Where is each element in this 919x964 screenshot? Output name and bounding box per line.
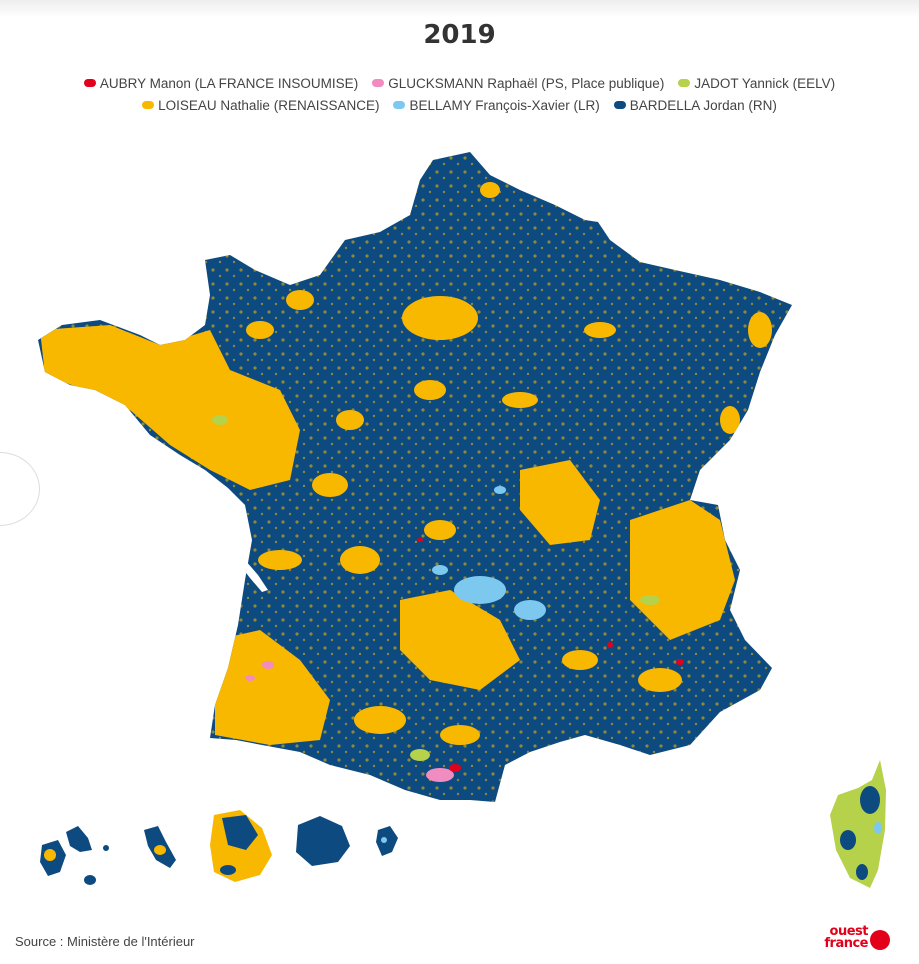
- france-map[interactable]: [0, 140, 919, 900]
- mayotte[interactable]: [376, 826, 398, 856]
- map-title: 2019: [423, 20, 496, 50]
- logo-mark-icon: [870, 930, 890, 950]
- legend-label-jadot: JADOT Yannick (EELV): [694, 75, 836, 91]
- legend-label-loiseau: LOISEAU Nathalie (RENAISSANCE): [158, 97, 380, 113]
- legend-label-glucksmann: GLUCKSMANN Raphaël (PS, Place publique): [388, 75, 665, 91]
- legend-swatch-aubry: [83, 79, 96, 87]
- legend-item-bardella[interactable]: BARDELLA Jordan (RN): [613, 97, 777, 113]
- legend-swatch-bardella: [613, 101, 626, 109]
- legend-item-bellamy[interactable]: BELLAMY François-Xavier (LR): [393, 97, 600, 113]
- logo-text: ouest france: [824, 924, 868, 951]
- legend-swatch-loiseau: [142, 101, 155, 109]
- legend-row-2: LOISEAU Nathalie (RENAISSANCE) BELLAMY F…: [0, 94, 919, 116]
- legend-item-loiseau[interactable]: LOISEAU Nathalie (RENAISSANCE): [142, 98, 379, 113]
- ouest-france-logo[interactable]: ouest france: [818, 924, 898, 956]
- legend-label-bardella: BARDELLA Jordan (RN): [629, 97, 777, 113]
- legend-item-jadot[interactable]: JADOT Yannick (EELV): [678, 76, 835, 91]
- legend-label-aubry: AUBRY Manon (LA FRANCE INSOUMISE): [99, 75, 359, 91]
- legend-swatch-bellamy: [393, 101, 406, 109]
- legend-swatch-glucksmann: [372, 79, 385, 87]
- legend: AUBRY Manon (LA FRANCE INSOUMISE) GLUCKS…: [0, 72, 919, 116]
- results-overlay: [38, 152, 792, 802]
- legend-swatch-jadot: [678, 79, 691, 87]
- top-strip: [0, 0, 919, 18]
- source-note: Source : Ministère de l'Intérieur: [15, 934, 195, 949]
- martinique[interactable]: [144, 826, 176, 868]
- legend-item-aubry[interactable]: AUBRY Manon (LA FRANCE INSOUMISE): [83, 75, 359, 91]
- legend-label-bellamy: BELLAMY François-Xavier (LR): [409, 97, 600, 113]
- gironde-estuary: [240, 560, 268, 592]
- legend-item-glucksmann[interactable]: GLUCKSMANN Raphaël (PS, Place publique): [372, 76, 664, 91]
- legend-row-1: AUBRY Manon (LA FRANCE INSOUMISE) GLUCKS…: [0, 72, 919, 94]
- corsica-overlay: [840, 786, 882, 880]
- reunion[interactable]: [296, 816, 350, 866]
- guadeloupe[interactable]: [40, 826, 109, 885]
- guyane[interactable]: [210, 810, 272, 882]
